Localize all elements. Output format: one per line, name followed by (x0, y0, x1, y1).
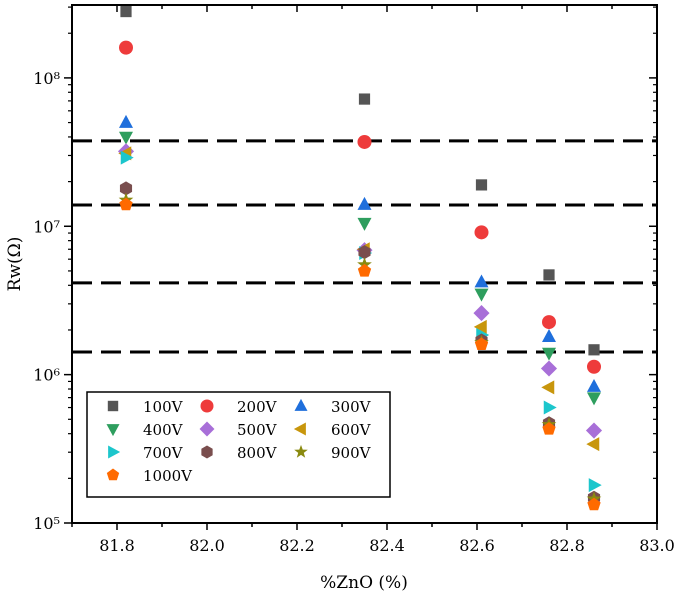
data-points (117, 5, 603, 511)
data-point-1000V (119, 197, 133, 211)
legend-marker-1000V (106, 468, 120, 481)
legend-label: 700V (143, 444, 184, 462)
legend-marker-300V (294, 398, 308, 411)
y-tick-label: 10⁷ (33, 217, 60, 236)
data-point-500V (473, 305, 490, 322)
legend-label: 500V (237, 421, 278, 439)
data-point-800V (358, 245, 371, 260)
data-point-800V (119, 181, 133, 196)
legend-marker-500V (199, 421, 215, 437)
x-tick-label: 82.8 (549, 536, 585, 555)
data-point-300V (357, 196, 372, 210)
data-point-600V (473, 319, 487, 334)
legend-marker-200V (200, 399, 214, 413)
legend-label: 100V (143, 398, 184, 416)
series-300V (119, 114, 601, 392)
data-point-200V (357, 134, 372, 149)
data-point-200V (474, 225, 489, 240)
legend-label: 300V (331, 398, 372, 416)
data-point-100V (543, 269, 555, 281)
data-point-700V (543, 400, 557, 415)
legend-label: 400V (143, 421, 184, 439)
data-point-1000V (542, 422, 556, 435)
y-axis-label: Rw(Ω) (5, 237, 25, 292)
data-point-600V (541, 380, 555, 395)
data-point-200V (119, 40, 133, 55)
x-tick-label: 82.6 (459, 536, 495, 555)
y-tick-label: 10⁶ (33, 366, 60, 385)
data-point-100V (475, 179, 488, 191)
legend-marker-800V (201, 445, 213, 459)
data-point-100V (588, 344, 600, 356)
data-point-400V (357, 217, 372, 231)
legend-marker-100V (107, 400, 119, 412)
data-point-500V (540, 360, 558, 377)
legend-label: 200V (237, 398, 278, 416)
legend-marker-900V (294, 444, 308, 458)
series-200V (119, 40, 601, 374)
data-point-300V (587, 378, 601, 392)
data-point-700V (120, 150, 134, 165)
plot-frame (71, 4, 658, 524)
data-point-200V (587, 359, 601, 374)
x-tick-label: 82.2 (279, 536, 315, 555)
data-point-200V (542, 315, 556, 330)
legend-marker-600V (293, 422, 306, 436)
data-point-400V (587, 392, 601, 406)
legend-label: 1000V (143, 467, 193, 485)
series-100V (120, 5, 600, 356)
data-point-400V (119, 131, 133, 145)
series-400V (119, 131, 601, 406)
data-point-300V (542, 329, 556, 343)
data-point-1000V (587, 497, 601, 511)
data-point-100V (120, 5, 132, 18)
legend-box (86, 391, 391, 498)
data-point-500V (585, 422, 603, 439)
y-tick-label: 10⁸ (33, 69, 60, 88)
data-point-600V (586, 437, 600, 452)
data-point-100V (358, 93, 371, 105)
data-point-400V (474, 288, 489, 302)
y-tick-label: 10⁵ (33, 514, 60, 533)
axis-ticks: 81.8 82.0 82.2 82.4 82.6 82.8 83.0 10⁵ 10⁶ 10⁷ 10⁸ (33, 5, 675, 555)
data-point-700V (588, 478, 602, 493)
data-point-1000V (357, 263, 372, 277)
legend-marker-700V (108, 445, 121, 459)
x-tick-label: 82.0 (189, 536, 225, 555)
data-point-1000V (474, 337, 489, 351)
x-axis-label: %ZnO (%) (320, 573, 408, 593)
series-1000V (119, 197, 601, 511)
data-point-400V (542, 347, 556, 361)
x-tick-label: 81.8 (99, 536, 135, 555)
data-point-300V (119, 114, 133, 128)
legend: 100V 200V 300V 400V 500V 600V 700V 800V 900V 1000… (86, 391, 391, 498)
x-tick-label: 82.4 (369, 536, 405, 555)
legend-label: 600V (331, 421, 372, 439)
legend-label: 900V (331, 444, 372, 462)
legend-label: 800V (237, 444, 278, 462)
data-point-300V (474, 274, 489, 288)
legend-marker-400V (106, 424, 120, 437)
x-tick-label: 83.0 (639, 536, 675, 555)
